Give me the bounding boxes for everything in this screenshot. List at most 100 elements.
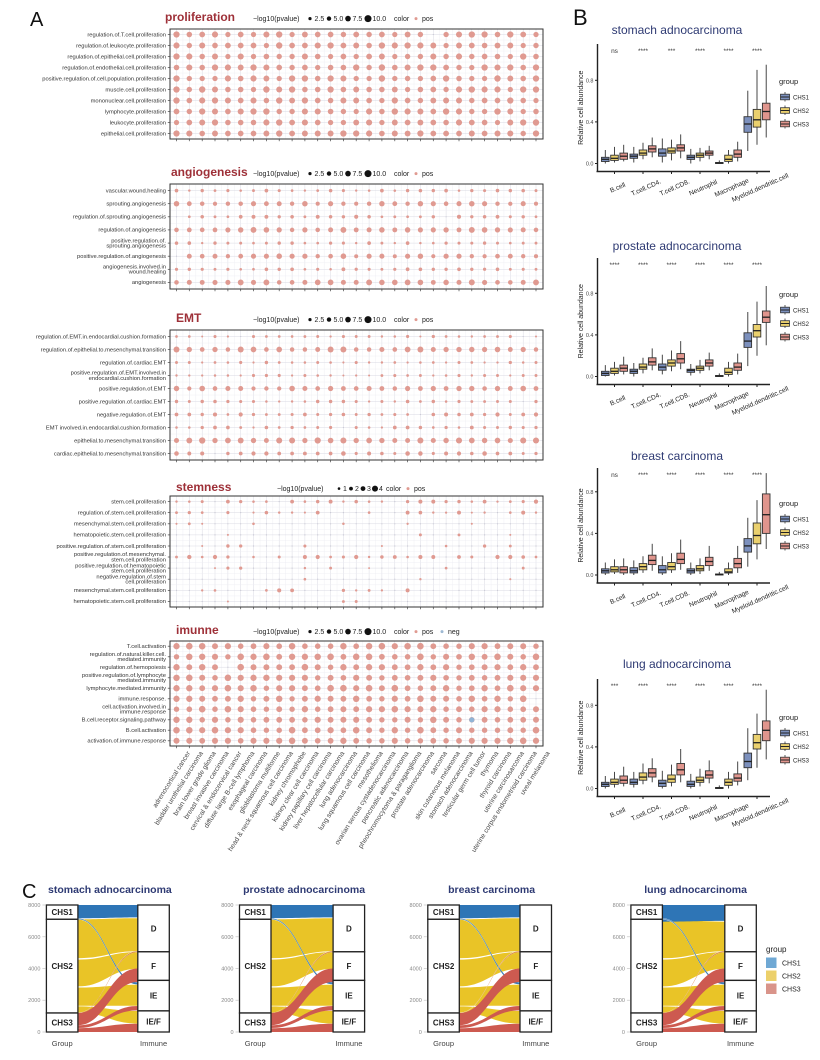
- svg-text:T.cell.CD4.: T.cell.CD4.: [630, 590, 662, 609]
- svg-text:epithelial.cell.proliferation: epithelial.cell.proliferation: [101, 131, 166, 137]
- svg-text:CHS2: CHS2: [245, 962, 267, 971]
- svg-text:vascular.wound.healing: vascular.wound.healing: [106, 188, 166, 194]
- svg-text:0: 0: [622, 1030, 625, 1036]
- svg-text:mediated.immunity: mediated.immunity: [117, 657, 166, 663]
- svg-text:F: F: [346, 962, 351, 971]
- svg-text:stem.cell.proliferation: stem.cell.proliferation: [111, 499, 166, 505]
- svg-text:0.8: 0.8: [586, 490, 594, 496]
- svg-text:hematopoietic.stem.cell.prolif: hematopoietic.stem.cell.proliferation: [74, 533, 166, 539]
- svg-text:CHS1: CHS1: [433, 908, 455, 917]
- svg-text:T.cell.CD4.: T.cell.CD4.: [630, 391, 662, 410]
- svg-text:regulation.of.angiogenesis: regulation.of.angiogenesis: [98, 228, 166, 234]
- svg-text:regulation.of.cardiac.EMT: regulation.of.cardiac.EMT: [100, 360, 167, 366]
- svg-text:Immune: Immune: [140, 1039, 167, 1048]
- svg-text:CHS1: CHS1: [793, 732, 810, 738]
- svg-text:cell.proliferation: cell.proliferation: [125, 580, 166, 586]
- svg-text:T.cell.activation: T.cell.activation: [127, 644, 166, 650]
- svg-text:IE/F: IE/F: [733, 1017, 748, 1026]
- svg-text:Immune: Immune: [727, 1039, 754, 1048]
- svg-text:0.8: 0.8: [586, 78, 594, 84]
- svg-text:regulation.of.epithelial.to.me: regulation.of.epithelial.to.mesenchymal.…: [41, 347, 166, 353]
- svg-text:positive.regulation.of.cell.po: positive.regulation.of.cell.population.p…: [42, 76, 166, 82]
- svg-text:pos: pos: [422, 317, 434, 324]
- svg-text:CHS3: CHS3: [245, 1019, 267, 1028]
- svg-text:6000: 6000: [613, 935, 625, 941]
- svg-text:4: 4: [379, 486, 383, 493]
- svg-text:cell.activation.involved.in: cell.activation.involved.in: [102, 705, 166, 711]
- svg-text:group: group: [779, 713, 798, 722]
- svg-text:Immune: Immune: [522, 1039, 549, 1048]
- svg-text:angiogenesis: angiogenesis: [171, 165, 248, 179]
- svg-text:10.0: 10.0: [373, 16, 387, 23]
- svg-text:pos: pos: [422, 171, 434, 178]
- svg-text:****: ****: [638, 472, 649, 479]
- svg-text:0.0: 0.0: [586, 162, 594, 168]
- svg-text:T.cell.CD8.: T.cell.CD8.: [659, 803, 691, 822]
- svg-text:0.4: 0.4: [586, 120, 594, 126]
- svg-text:color: color: [394, 171, 410, 178]
- svg-text:****: ****: [666, 472, 677, 479]
- svg-text:regulation.of.endothelial.cell: regulation.of.endothelial.cell.prolifera…: [62, 65, 166, 71]
- svg-text:breast carcinoma: breast carcinoma: [631, 449, 723, 463]
- svg-text:****: ****: [752, 262, 763, 269]
- svg-text:stem.cell.proliferation: stem.cell.proliferation: [111, 569, 166, 575]
- svg-text:neg: neg: [448, 629, 460, 636]
- svg-text:****: ****: [723, 472, 734, 479]
- svg-text:color: color: [394, 16, 410, 23]
- svg-text:T.cell.CD8.: T.cell.CD8.: [659, 590, 691, 609]
- svg-text:positive.regulation.of.stem.ce: positive.regulation.of.stem.cell.prolife…: [56, 544, 166, 550]
- svg-text:5.0: 5.0: [334, 317, 344, 324]
- svg-text:ns: ns: [611, 48, 619, 55]
- svg-text:wound.healing: wound.healing: [128, 270, 166, 276]
- svg-text:T.cell.CD8.: T.cell.CD8.: [659, 391, 691, 410]
- svg-text:10.0: 10.0: [373, 629, 387, 636]
- svg-text:regulation.of.sprouting.angiog: regulation.of.sprouting.angiogenesis: [73, 215, 166, 221]
- svg-text:7.5: 7.5: [353, 16, 363, 23]
- svg-text:endocardial.cushion.formation: endocardial.cushion.formation: [89, 376, 166, 382]
- svg-text:Group: Group: [52, 1039, 73, 1048]
- svg-text:regulation.of.natural.killer.c: regulation.of.natural.killer.cell.: [90, 652, 167, 658]
- svg-text:positive.regulation.of.EMT: positive.regulation.of.EMT: [99, 386, 166, 392]
- svg-text:5.0: 5.0: [334, 16, 344, 23]
- svg-text:CHS3: CHS3: [793, 759, 810, 765]
- svg-text:6000: 6000: [221, 935, 233, 941]
- svg-text:0.4: 0.4: [586, 531, 594, 537]
- svg-text:CHS1: CHS1: [245, 908, 267, 917]
- svg-text:Group: Group: [433, 1039, 454, 1048]
- svg-text:imunne: imunne: [176, 623, 219, 637]
- svg-text:CHS2: CHS2: [636, 962, 658, 971]
- svg-text:−log10(pvalue): −log10(pvalue): [253, 171, 300, 178]
- svg-text:prostate adnocarcinoma: prostate adnocarcinoma: [613, 239, 742, 253]
- svg-text:EMT: EMT: [176, 311, 202, 325]
- svg-text:B.cell: B.cell: [609, 593, 627, 606]
- svg-text:10.0: 10.0: [373, 171, 387, 178]
- svg-text:CHS1: CHS1: [782, 961, 801, 968]
- svg-text:****: ****: [723, 262, 734, 269]
- svg-text:1: 1: [343, 486, 347, 493]
- svg-text:CHS1: CHS1: [52, 908, 74, 917]
- svg-text:Group: Group: [245, 1039, 266, 1048]
- svg-text:CHS2: CHS2: [793, 745, 810, 751]
- svg-text:regulation.of.epithelial.cell.: regulation.of.epithelial.cell.proliferat…: [67, 54, 166, 60]
- svg-text:negative.regulation.of.stem: negative.regulation.of.stem: [96, 575, 166, 581]
- svg-text:2000: 2000: [410, 998, 422, 1004]
- svg-text:positive.regulation.of.lymphoc: positive.regulation.of.lymphocyte: [82, 673, 166, 679]
- svg-text:positive.regulation.of.angioge: positive.regulation.of.angiogenesis: [77, 254, 166, 260]
- svg-text:EMT involved.in.endocardial.cu: EMT involved.in.endocardial.cushion.form…: [46, 425, 166, 431]
- svg-text:0: 0: [419, 1030, 422, 1036]
- svg-text:−log10(pvalue): −log10(pvalue): [253, 629, 300, 636]
- svg-text:group: group: [779, 499, 798, 508]
- svg-text:****: ****: [752, 48, 763, 55]
- svg-text:6000: 6000: [410, 935, 422, 941]
- svg-text:D: D: [346, 924, 352, 933]
- svg-text:0.4: 0.4: [586, 745, 594, 751]
- svg-text:immune.response.: immune.response.: [118, 697, 166, 703]
- svg-text:stomach adnocarcinoma: stomach adnocarcinoma: [48, 884, 172, 896]
- svg-text:CHS2: CHS2: [793, 322, 810, 328]
- svg-text:mesenchymal.stem.cell.prolifer: mesenchymal.stem.cell.proliferation: [74, 588, 166, 594]
- svg-text:stomach adnocarcinoma: stomach adnocarcinoma: [612, 23, 743, 37]
- svg-text:0.8: 0.8: [586, 703, 594, 709]
- svg-text:stemness: stemness: [176, 480, 232, 494]
- svg-text:F: F: [151, 962, 156, 971]
- svg-text:prostate adnocarcinoma: prostate adnocarcinoma: [243, 884, 365, 896]
